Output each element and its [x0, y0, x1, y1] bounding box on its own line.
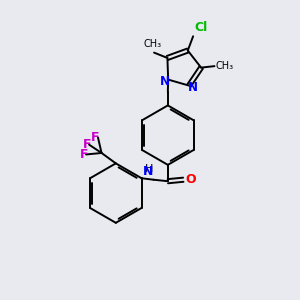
- Text: F: F: [92, 131, 100, 144]
- Text: F: F: [82, 138, 91, 151]
- Text: Cl: Cl: [195, 21, 208, 34]
- Text: O: O: [186, 173, 196, 186]
- Text: N: N: [188, 82, 198, 94]
- Text: N: N: [160, 76, 170, 88]
- Text: CH₃: CH₃: [216, 61, 234, 70]
- Text: CH₃: CH₃: [143, 39, 162, 49]
- Text: N: N: [143, 165, 153, 178]
- Text: F: F: [80, 148, 88, 161]
- Text: H: H: [145, 164, 154, 174]
